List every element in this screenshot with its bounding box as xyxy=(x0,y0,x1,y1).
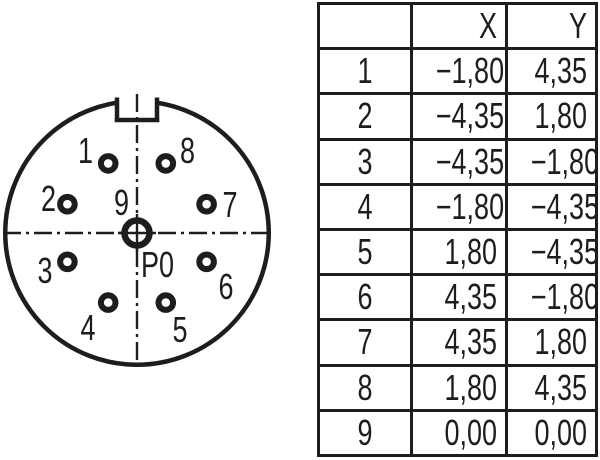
x-cell: 4,35 xyxy=(410,273,508,322)
pin-5-hole xyxy=(155,292,177,313)
x-cell: −1,80 xyxy=(410,47,508,96)
table-row: 3 −4,35 −1,80 xyxy=(317,137,598,186)
pin-2-hole xyxy=(57,193,78,215)
table-row: 5 1,80 −4,35 xyxy=(317,227,598,277)
y-cell: −4,35 xyxy=(505,227,598,277)
table-row: 1 −1,80 4,35 xyxy=(317,47,598,96)
pin-label-3: 3 xyxy=(37,250,52,291)
table-row: 6 4,35 −1,80 xyxy=(317,273,598,322)
pin-label-8: 8 xyxy=(180,130,195,171)
pin-cell: 9 xyxy=(317,408,413,458)
pin-coordinate-table: X Y 1 −1,80 4,35 2 −4,35 1,80 3 −4,35 −1… xyxy=(317,1,598,458)
x-cell: 4,35 xyxy=(410,318,508,367)
pin-label-1: 1 xyxy=(78,130,93,171)
x-cell: −4,35 xyxy=(410,92,508,141)
x-cell: 1,80 xyxy=(410,363,508,412)
pin-label-4: 4 xyxy=(80,307,95,348)
center-crosshair xyxy=(118,214,156,252)
y-cell: 1,80 xyxy=(505,318,598,367)
table-row: 2 −4,35 1,80 xyxy=(317,92,598,141)
pin-label-7: 7 xyxy=(222,184,237,225)
pin-8-hole xyxy=(155,153,177,174)
pin-cell: 1 xyxy=(317,47,413,96)
y-cell: −4,35 xyxy=(505,182,598,231)
x-cell: −4,35 xyxy=(410,137,508,186)
pin-labels: 1 2 3 4 5 6 7 8 9 P0 xyxy=(37,130,237,350)
pin-cell: 7 xyxy=(317,318,413,367)
header-x-cell: X xyxy=(410,1,508,51)
x-cell: −1,80 xyxy=(410,182,508,231)
header-y-cell: Y xyxy=(505,1,598,51)
table-row: 9 0,00 0,00 xyxy=(317,408,598,458)
header-pin-cell xyxy=(317,1,413,51)
y-cell: 1,80 xyxy=(505,92,598,141)
pin-label-6: 6 xyxy=(218,266,233,307)
y-cell: 4,35 xyxy=(505,363,598,412)
center-p0-label: P0 xyxy=(141,244,174,285)
pin-label-5: 5 xyxy=(172,309,187,350)
table-row: 7 4,35 1,80 xyxy=(317,318,598,367)
connector-face-diagram: 1 2 3 4 5 6 7 8 9 P0 xyxy=(3,92,271,367)
y-cell: −1,80 xyxy=(505,137,598,186)
pin-7-hole xyxy=(196,193,217,215)
table-row: 4 −1,80 −4,35 xyxy=(317,182,598,231)
pin-cell: 2 xyxy=(317,92,413,141)
x-cell: 1,80 xyxy=(410,227,508,277)
y-cell: 4,35 xyxy=(505,47,598,96)
pin-1-hole xyxy=(97,153,119,174)
pin-cell: 8 xyxy=(317,363,413,412)
pin-cell: 3 xyxy=(317,137,413,186)
x-cell: 0,00 xyxy=(410,408,508,458)
y-cell: −1,80 xyxy=(505,273,598,322)
pin-3-hole xyxy=(57,251,78,273)
pin-label-9: 9 xyxy=(114,182,129,223)
pin-6-hole xyxy=(196,251,217,273)
y-cell: 0,00 xyxy=(505,408,598,458)
pin-4-hole xyxy=(97,292,119,313)
table-row: 8 1,80 4,35 xyxy=(317,363,598,412)
pin-cell: 4 xyxy=(317,182,413,231)
pin-cell: 5 xyxy=(317,227,413,277)
pin-label-2: 2 xyxy=(41,178,56,219)
pin-cell: 6 xyxy=(317,273,413,322)
table-header-row: X Y xyxy=(317,1,598,51)
